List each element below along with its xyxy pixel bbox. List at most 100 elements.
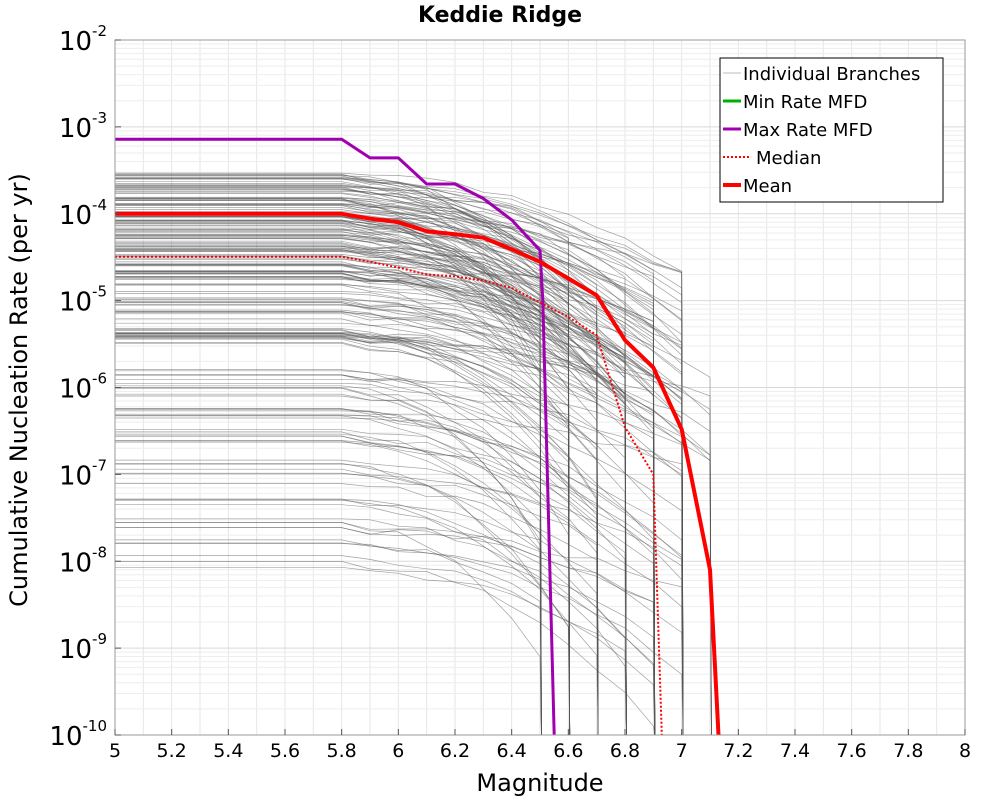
individual-branch-line	[115, 246, 684, 736]
individual-branch-line	[115, 198, 599, 736]
individual-branch-line	[115, 408, 599, 736]
individual-branch-line	[115, 220, 571, 736]
series-lines	[115, 137, 721, 736]
y-tick-label: 10-4	[59, 196, 107, 231]
individual-branch-line	[115, 236, 656, 736]
individual-branch-line	[115, 256, 684, 736]
individual-branch-line	[115, 433, 656, 736]
mean-line	[115, 211, 721, 736]
individual-branch-line	[115, 374, 684, 736]
individual-branch-line	[115, 499, 599, 736]
x-tick-label: 7.2	[723, 740, 753, 762]
individual-branch-line	[115, 527, 684, 736]
y-tick-label: 10-7	[59, 456, 107, 491]
individual-branch-line	[115, 265, 599, 736]
y-tick-label: 10-3	[59, 109, 107, 144]
individual-branch-line	[115, 175, 656, 736]
y-tick-label: 10-10	[49, 717, 107, 752]
individual-branch-line	[115, 189, 571, 736]
individual-branch-line	[115, 542, 656, 736]
individual-branch-line	[115, 251, 684, 736]
individual-branch-line	[115, 561, 656, 736]
individual-branch-line	[115, 312, 656, 736]
individual-branch-line	[115, 283, 627, 736]
individual-branch-line	[115, 263, 684, 736]
individual-branch-line	[115, 199, 542, 736]
individual-branch-line	[115, 417, 684, 736]
individual-branch-line	[115, 175, 571, 736]
chart-title: Keddie Ridge	[418, 3, 582, 28]
x-axis: 5 5.2 5.4 5.6 5.8 6 6.2 6.4 6.6 6.8 7 7.2 7.4 7.6 7.8 8	[109, 729, 971, 762]
individual-branch-line	[115, 385, 542, 736]
individual-branch-line	[115, 276, 656, 736]
legend-label-median: Median	[756, 148, 821, 169]
individual-branch-line	[115, 468, 684, 736]
individual-branch-line	[115, 338, 712, 736]
individual-branch-line	[115, 271, 627, 736]
x-tick-label: 5.6	[270, 740, 300, 762]
individual-branch-line	[115, 342, 599, 736]
y-axis: 10-2 10-3 10-4 10-5 10-6 10-7 10-8 10-9 10-10	[49, 22, 121, 752]
individual-branch-line	[115, 539, 542, 736]
y-tick-label: 10-6	[59, 370, 107, 405]
individual-branch-line	[115, 521, 656, 736]
individual-branch-line	[115, 264, 599, 736]
individual-branch-line	[115, 234, 656, 736]
individual-branch-line	[115, 310, 712, 736]
individual-branch-line	[115, 297, 571, 736]
individual-branch-line	[115, 409, 627, 736]
individual-branch-line	[115, 328, 627, 736]
y-tick-label: 10-5	[59, 283, 107, 318]
x-tick-label: 7.4	[780, 740, 810, 762]
individual-branch-line	[115, 555, 656, 736]
individual-branch-line	[115, 298, 627, 736]
individual-branch-line	[115, 335, 684, 736]
legend-box	[719, 57, 944, 203]
individual-branch-line	[115, 395, 599, 736]
individual-branch-line	[115, 187, 599, 736]
individual-branch-line	[115, 216, 656, 736]
individual-branch-line	[115, 522, 542, 736]
individual-branch-line	[115, 304, 712, 736]
x-tick-label: 6.8	[610, 740, 640, 762]
individual-branch-line	[115, 459, 684, 736]
individual-branch-line	[115, 374, 684, 736]
individual-branch-line	[115, 332, 712, 736]
individual-branch-line	[115, 370, 599, 736]
individual-branch-line	[115, 374, 656, 736]
individual-branch-line	[115, 276, 627, 736]
legend-label-mean: Mean	[743, 176, 792, 197]
individual-branch-line	[115, 312, 571, 736]
individual-branch-line	[115, 291, 599, 736]
individual-branch-line	[115, 264, 656, 736]
individual-branch-line	[115, 334, 571, 736]
y-axis-label: Cumulative Nucleation Rate (per yr)	[5, 173, 33, 607]
x-tick-label: 7.6	[837, 740, 867, 762]
individual-branch-line	[115, 172, 684, 736]
individual-branch-line	[115, 414, 684, 736]
legend-label-individual-branches: Individual Branches	[743, 64, 920, 85]
individual-branch-line	[115, 527, 656, 736]
x-tick-label: 5.8	[327, 740, 357, 762]
individual-branch-line	[115, 277, 656, 736]
individual-branch-line	[115, 472, 627, 736]
individual-branch-line	[115, 415, 542, 736]
y-tick-label: 10-2	[59, 22, 107, 57]
individual-branch-line	[115, 336, 712, 736]
legend-label-max-rate: Max Rate MFD	[743, 120, 873, 141]
individual-branch-line	[115, 301, 712, 736]
max-rate-line	[115, 137, 556, 736]
individual-branch-line	[115, 333, 599, 736]
individual-branch-line	[115, 504, 627, 736]
individual-branch-line	[115, 342, 571, 736]
x-axis-label: Magnitude	[476, 769, 603, 797]
individual-branch-line	[115, 414, 684, 736]
x-tick-label: 6.6	[553, 740, 583, 762]
individual-branch-line	[115, 378, 599, 736]
individual-branch-line	[115, 408, 684, 736]
x-tick-label: 6.4	[497, 740, 527, 762]
y-tick-label: 10-9	[59, 630, 107, 665]
individual-branch-line	[115, 215, 542, 736]
individual-branch-line	[115, 435, 542, 736]
